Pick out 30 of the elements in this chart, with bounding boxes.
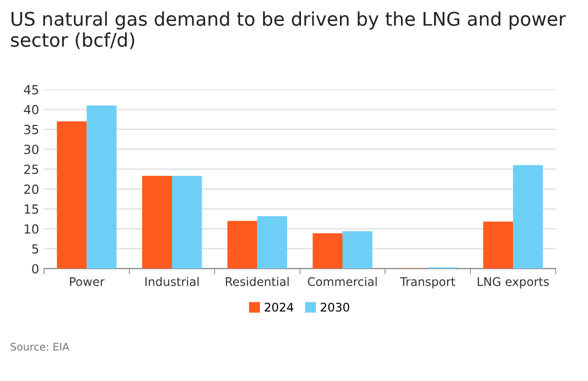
bar xyxy=(483,222,514,269)
x-tick-label: Commercial xyxy=(308,276,377,286)
bar xyxy=(257,216,288,269)
x-tick-label: LNG exports xyxy=(478,277,549,288)
y-tick-label: 5 xyxy=(32,244,38,254)
bar xyxy=(342,231,372,269)
bar xyxy=(227,220,258,269)
y-tick-label: 30 xyxy=(24,144,38,154)
y-tick-label: 45 xyxy=(24,85,38,94)
y-tick-label: 10 xyxy=(24,224,38,234)
x-tick-label: Transport xyxy=(400,277,456,288)
y-tick-label: 20 xyxy=(24,184,38,194)
legend-label: 2030 xyxy=(320,302,350,312)
bar xyxy=(56,121,87,269)
y-tick-label: 15 xyxy=(24,204,38,214)
x-tick-label: Power xyxy=(70,277,105,286)
y-tick-label: 0 xyxy=(32,264,38,274)
chart-title: US natural gas demand to be driven by the LNG and power sector (bcf/d) xyxy=(11,11,566,50)
x-tick-label: Residential xyxy=(226,276,289,286)
bar xyxy=(513,165,543,269)
y-tick-label: 35 xyxy=(24,124,38,134)
y-tick-label: 40 xyxy=(24,104,38,114)
bar xyxy=(312,233,343,269)
legend-label: 2024 xyxy=(264,302,294,312)
bar xyxy=(142,176,172,269)
y-tick-label: 25 xyxy=(24,164,38,174)
bar xyxy=(172,176,202,269)
bar xyxy=(86,105,117,269)
source-note: Source: EIA xyxy=(10,342,70,351)
x-tick-label: Industrial xyxy=(145,276,199,286)
